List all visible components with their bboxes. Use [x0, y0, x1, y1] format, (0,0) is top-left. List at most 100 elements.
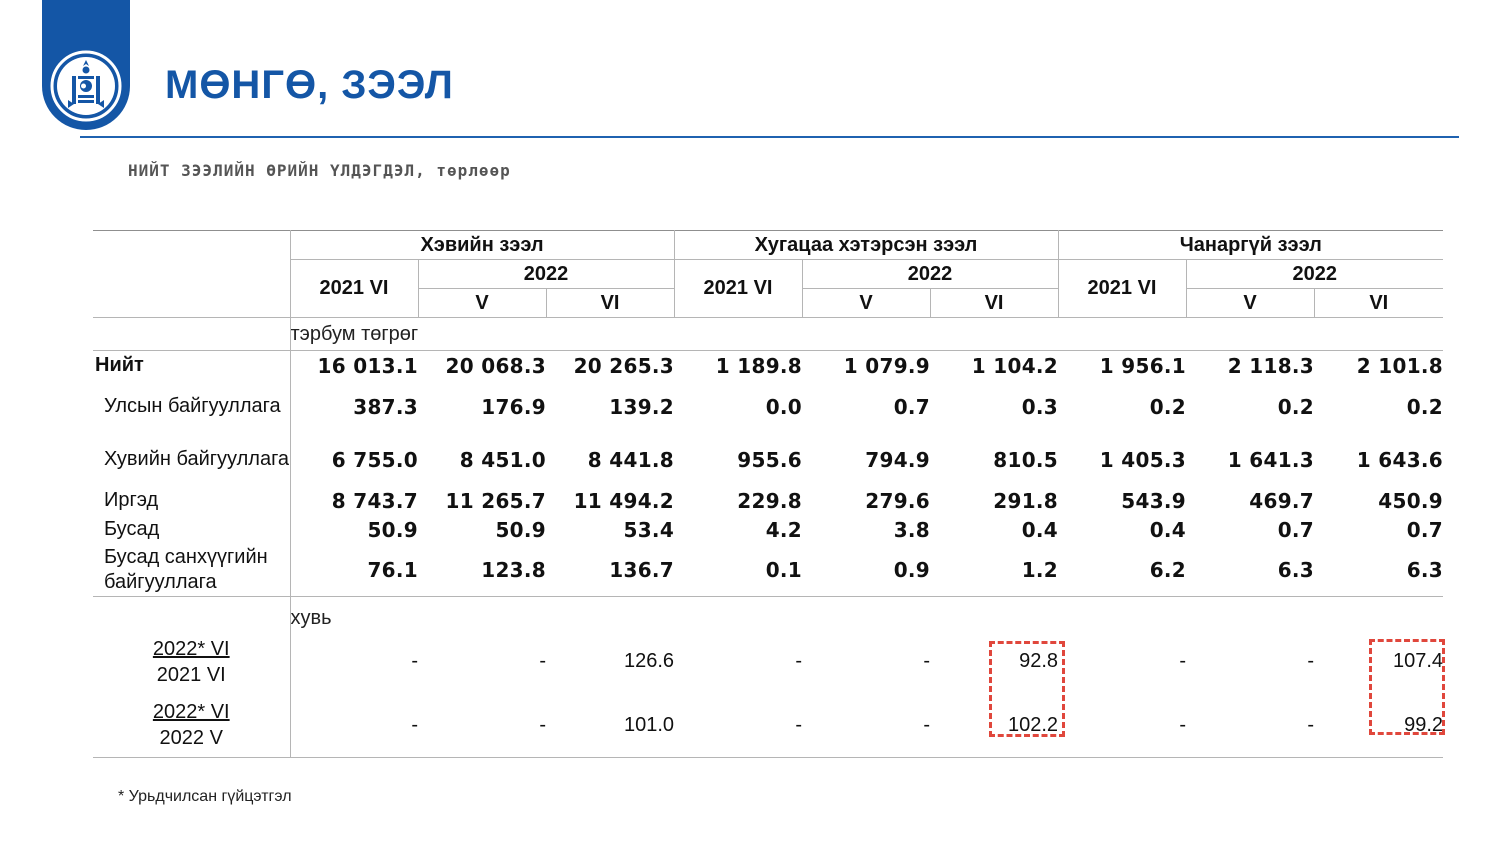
table-cell: 1.2	[930, 544, 1059, 597]
table-cell: 101.0	[546, 693, 675, 758]
table-cell: -	[539, 650, 546, 672]
table-cell: 3.8	[893, 517, 931, 542]
table-caption: НИЙТ ЗЭЭЛИЙН ӨРИЙН ҮЛДЭГДЭЛ, төрлөөр	[128, 161, 511, 180]
ratio-denominator: 2021 VI	[156, 663, 226, 686]
col-header-month: VI	[1314, 288, 1444, 318]
table-cell: 0.4	[1021, 517, 1059, 542]
ratio-numerator: 2022* VI	[152, 637, 230, 660]
table-cell: 50.9	[495, 517, 546, 542]
table-row: Бусад санхүүгийн байгууллага 76.1 123.8 …	[93, 544, 1444, 597]
table-cell: 794.9	[865, 447, 931, 472]
table-cell: 1 956.1	[1099, 353, 1187, 378]
ratio-denominator: 2022 V	[159, 727, 223, 750]
table-cell: 0.3	[1021, 394, 1059, 419]
table-cell: 1 643.6	[1356, 447, 1444, 472]
col-header-year: 2022	[802, 259, 1059, 289]
table-cell: 387.3	[353, 394, 418, 419]
table-cell: 229.8	[737, 488, 803, 513]
group-header-nonperforming-loans: Чанаргүй зээл	[1058, 230, 1444, 260]
table-cell: 50.9	[367, 517, 418, 542]
row-label: Бусад	[93, 514, 291, 545]
table-cell: 0.4	[1149, 517, 1187, 542]
table-cell: 0.2	[1277, 394, 1315, 419]
table-cell: 92.8	[1019, 650, 1059, 672]
group-header-normal-loans: Хэвийн зээл	[290, 230, 675, 260]
table-cell: 1 189.8	[715, 353, 803, 378]
header-corner	[93, 230, 291, 318]
table-cell: -	[802, 693, 931, 758]
table-row: Хувийн байгууллага 6 755.0 8 451.0 8 441…	[93, 432, 1444, 487]
table-cell: 1 104.2	[971, 353, 1059, 378]
col-header-month: V	[1186, 288, 1315, 318]
col-header-month: V	[418, 288, 547, 318]
table-cell: 2 101.8	[1356, 353, 1444, 378]
col-header-month: VI	[546, 288, 675, 318]
table-cell: 16 013.1	[317, 353, 418, 378]
table-cell: 1 641.3	[1227, 447, 1315, 472]
table-cell: -	[1179, 650, 1187, 672]
table-row: 2022* VI 2022 V - - 101.0 - - 102.2 - - …	[93, 693, 1444, 758]
table-cell: 136.7	[546, 544, 675, 597]
row-label: Улсын байгууллага	[93, 380, 291, 433]
table-cell: 8 451.0	[459, 447, 546, 472]
table-cell: 107.4	[1392, 650, 1444, 672]
group-header-overdue-loans: Хугацаа хэтэрсэн зээл	[674, 230, 1059, 260]
table-cell: 0.0	[765, 394, 803, 419]
col-header-month: VI	[930, 288, 1059, 318]
footnote: * Урьдчилсан гүйцэтгэл	[118, 788, 292, 805]
table-cell: 8 441.8	[587, 447, 675, 472]
table-cell: 955.6	[737, 447, 803, 472]
table-cell: -	[923, 650, 931, 672]
table-cell: 810.5	[993, 447, 1059, 472]
table-cell: 6 755.0	[331, 447, 418, 472]
row-label: Хувийн байгууллага	[93, 432, 291, 487]
table-cell: 20 068.3	[445, 353, 546, 378]
ratio-numerator: 2022* VI	[152, 701, 230, 724]
table-cell: 8 743.7	[331, 488, 418, 513]
page-title: МӨНГӨ, ЗЭЭЛ	[165, 63, 454, 107]
table-cell: 53.4	[623, 517, 675, 542]
col-header-base-year: 2021 VI	[290, 259, 419, 318]
table-cell: 1 079.9	[843, 353, 931, 378]
table-row: 2022* VI 2021 VI - - 126.6 - - 92.8 - - …	[93, 629, 1444, 694]
table-cell: -	[1058, 693, 1187, 758]
table-cell: -	[674, 693, 803, 758]
row-label: Нийт	[93, 350, 291, 381]
unit-label-percent: хувь	[290, 606, 332, 629]
table-row: Иргэд 8 743.7 11 265.7 11 494.2 229.8 27…	[93, 486, 1444, 515]
table-row: Улсын байгууллага 387.3 176.9 139.2 0.0 …	[93, 380, 1444, 433]
table-cell: 0.1	[674, 544, 803, 597]
table-cell: -	[290, 693, 418, 758]
table-cell: 0.7	[893, 394, 931, 419]
table-cell: 0.2	[1149, 394, 1187, 419]
table-cell: -	[1186, 693, 1315, 758]
table-cell: -	[1307, 650, 1315, 672]
col-header-month: V	[802, 288, 931, 318]
table-cell: 123.8	[418, 544, 546, 597]
table-cell: 0.2	[1406, 394, 1444, 419]
table-cell: 0.7	[1277, 517, 1315, 542]
table-cell: 11 265.7	[445, 488, 546, 513]
table-cell: 6.2	[1058, 544, 1187, 597]
row-label: Бусад санхүүгийн байгууллага	[93, 544, 291, 597]
table-cell: 176.9	[481, 394, 546, 419]
col-header-base-year: 2021 VI	[1058, 259, 1187, 318]
table-row: Нийт 16 013.1 20 068.3 20 265.3 1 189.8 …	[93, 350, 1444, 381]
table-cell: 2 118.3	[1227, 353, 1315, 378]
table-cell: 279.6	[865, 488, 931, 513]
table-cell: 76.1	[290, 544, 418, 597]
table-cell: 4.2	[765, 517, 803, 542]
table-cell: 102.2	[930, 693, 1059, 758]
ratio-label: 2022* VI 2021 VI	[93, 629, 291, 694]
table-cell: -	[418, 693, 546, 758]
table-cell: 469.7	[1249, 488, 1315, 513]
loan-balance-table: Хэвийн зээл Хугацаа хэтэрсэн зээл Чанарг…	[93, 230, 1444, 758]
ratio-label: 2022* VI 2022 V	[93, 693, 291, 758]
mongolian-soyombo-emblem-icon	[42, 0, 130, 130]
table-cell: 6.3	[1186, 544, 1315, 597]
col-header-year: 2022	[1186, 259, 1444, 289]
table-row: Бусад 50.9 50.9 53.4 4.2 3.8 0.4 0.4 0.7…	[93, 514, 1443, 545]
table-cell: -	[411, 650, 418, 672]
table-cell: 20 265.3	[573, 353, 675, 378]
table-cell: 450.9	[1378, 488, 1444, 513]
